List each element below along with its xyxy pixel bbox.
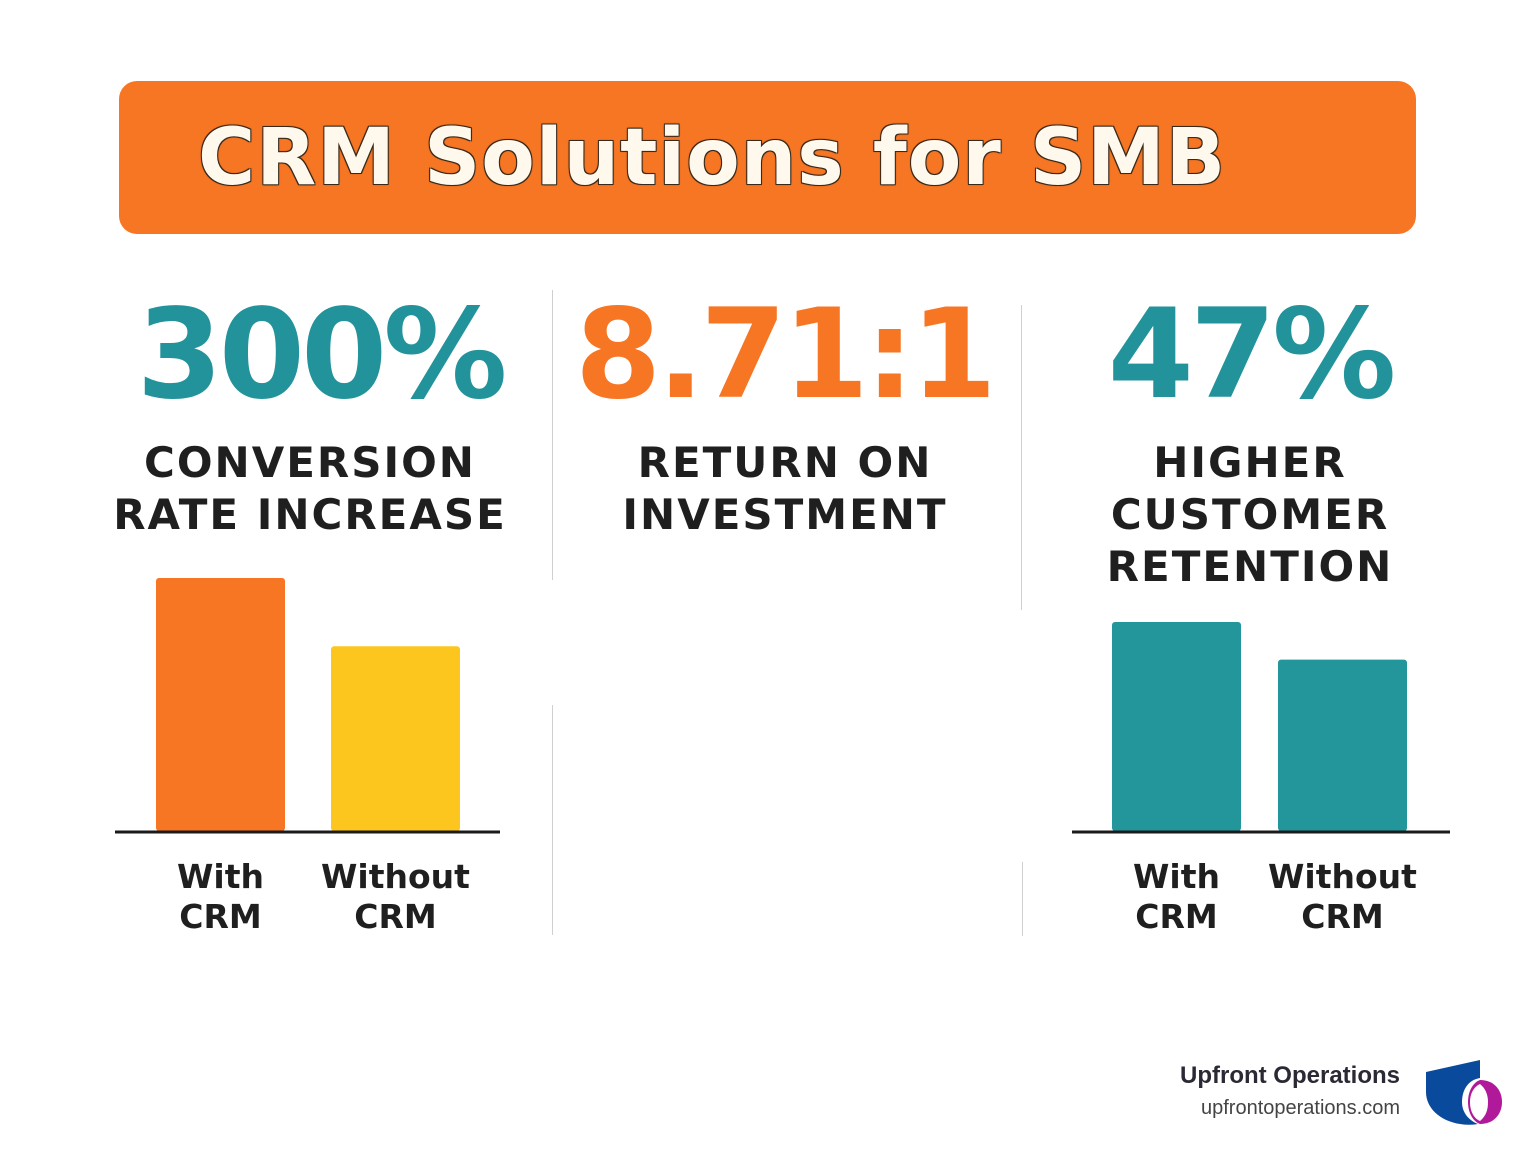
category-label: CRM <box>179 897 261 936</box>
caption-line: RATE INCREASE <box>113 490 507 539</box>
caption-line: CONVERSION <box>144 438 476 487</box>
column-divider <box>1022 862 1023 936</box>
caption-line: HIGHER <box>1153 438 1347 487</box>
bar-1 <box>331 646 460 831</box>
stat-roi-value: 8.71:1 <box>575 283 997 427</box>
caption-line: CUSTOMER <box>1110 490 1390 539</box>
stat-conversion-value: 300% <box>136 283 507 427</box>
category-label: With <box>1133 857 1220 896</box>
category-label: CRM <box>354 897 436 936</box>
brand-url: upfrontoperations.com <box>1200 1097 1400 1119</box>
bar-0 <box>156 578 285 831</box>
bar-1 <box>1278 659 1407 831</box>
category-label: Without <box>321 857 470 896</box>
title-banner <box>119 81 1416 234</box>
column-divider <box>1021 305 1022 610</box>
stat-conversion-caption: CONVERSION RATE INCREASE <box>100 437 520 541</box>
stat-roi-caption: RETURN ON INVESTMENT <box>575 437 995 541</box>
category-label: With <box>177 857 264 896</box>
stat-retention-caption: HIGHER CUSTOMER RETENTION <box>1050 437 1450 593</box>
brand-name: Upfront Operations <box>1180 1062 1400 1089</box>
stat-retention-value: 47% <box>1107 283 1397 427</box>
category-label: CRM <box>1135 897 1217 936</box>
category-label: Without <box>1268 857 1417 896</box>
upfront-operations-logo-icon <box>1426 1060 1502 1125</box>
page-title: CRM Solutions for SMB <box>198 113 1227 203</box>
bar-0 <box>1112 622 1241 831</box>
column-divider <box>552 290 553 580</box>
caption-line: INVESTMENT <box>622 490 948 539</box>
caption-line: RETURN ON <box>637 438 933 487</box>
category-label: CRM <box>1301 897 1383 936</box>
caption-line: RETENTION <box>1106 542 1394 591</box>
column-divider <box>552 705 553 935</box>
